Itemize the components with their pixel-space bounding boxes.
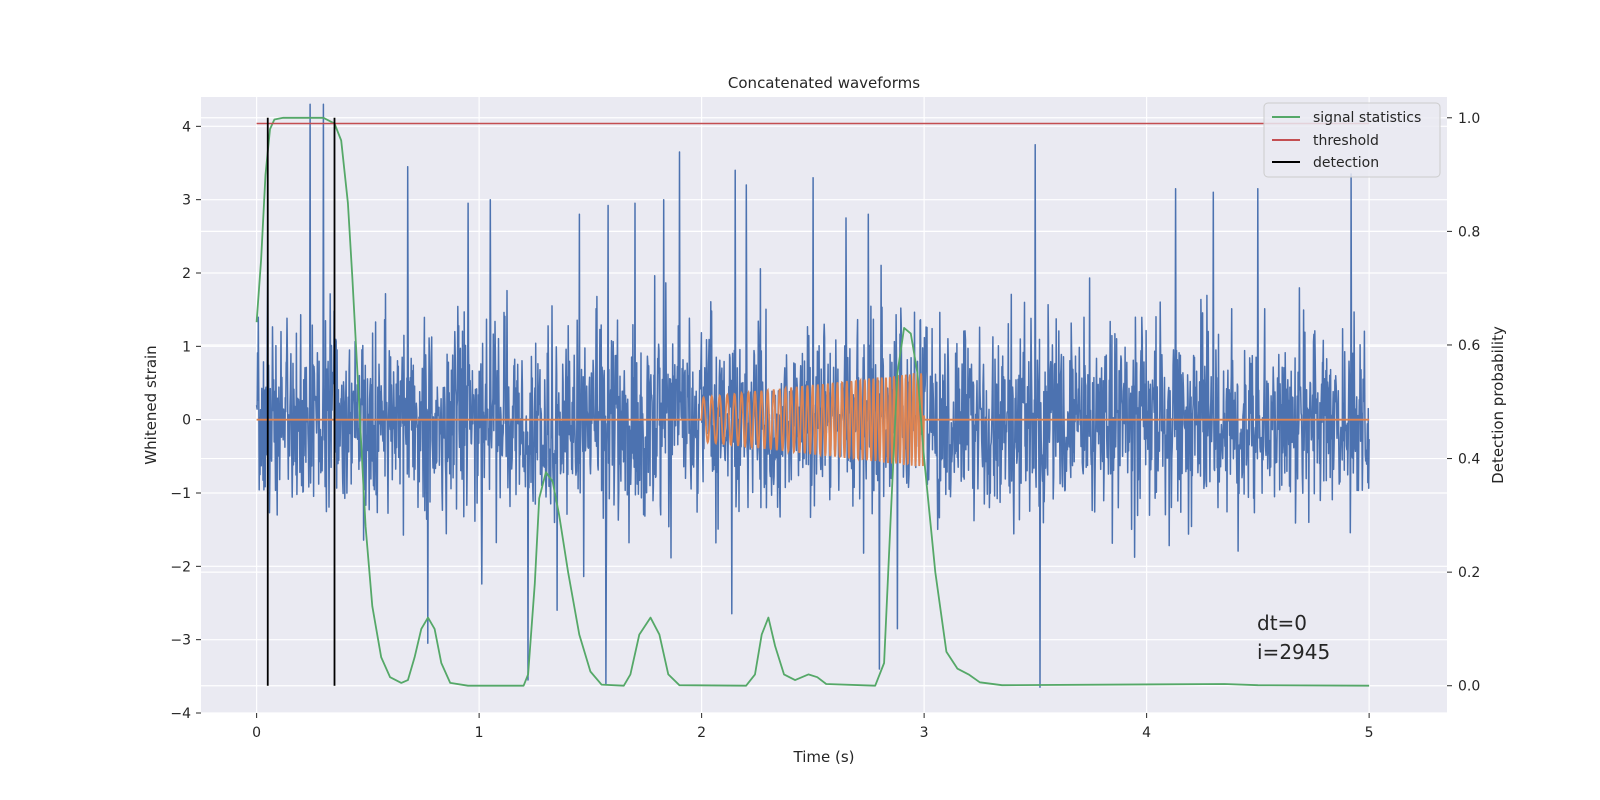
y-tick-label: −2	[170, 559, 191, 575]
y-tick-label: 2	[182, 266, 191, 282]
x-tick-label: 2	[697, 725, 706, 741]
y-tick-label: −4	[170, 706, 191, 722]
chart-title: Concatenated waveforms	[728, 74, 920, 92]
series-injection-line	[256, 373, 1370, 467]
legend-label-threshold: threshold	[1313, 133, 1379, 149]
legend: signal statistics threshold detection	[1263, 102, 1441, 178]
y-tick-label: 3	[182, 193, 191, 209]
y-right-tick-label: 0.8	[1458, 224, 1480, 240]
y-tick-label: 1	[182, 339, 191, 355]
y-right-tick-label: 1.0	[1458, 111, 1480, 127]
x-tick-label: 1	[475, 725, 484, 741]
series-layer	[255, 103, 1370, 689]
series-signal-statistics-line	[255, 116, 1370, 687]
y-tick-label: −1	[170, 486, 191, 502]
y-tick-label: 0	[182, 413, 191, 429]
y-right-tick-label: 0.0	[1458, 679, 1480, 695]
y-right-tick-label: 0.4	[1458, 452, 1480, 468]
y-axis-label: Whitened strain	[142, 345, 160, 464]
x-axis-label: Time (s)	[793, 748, 855, 766]
y-right-tick-label: 0.6	[1458, 338, 1480, 354]
x-tick-label: 5	[1365, 725, 1374, 741]
x-tick-label: 3	[920, 725, 929, 741]
legend-box	[1263, 102, 1441, 178]
annotation-dt: dt=0	[1257, 611, 1307, 635]
axes: 0 1 2 3 4 5 −4 −3 −2 −1 0 1 2 3 4 0.0 0.2 0.4 0.6 0.8 1.0	[170, 111, 1480, 741]
y-right-axis-label: Detection probability	[1489, 326, 1507, 484]
legend-label-detection: detection	[1313, 155, 1379, 171]
x-tick-label: 4	[1142, 725, 1151, 741]
y-tick-label: 4	[182, 119, 191, 135]
y-tick-label: −3	[170, 633, 191, 649]
series-strain-line	[255, 103, 1370, 689]
y-right-tick-label: 0.2	[1458, 565, 1480, 581]
x-tick-label: 0	[252, 725, 261, 741]
legend-label-signal-statistics: signal statistics	[1313, 110, 1421, 126]
annotation-index: i=2945	[1257, 640, 1330, 664]
